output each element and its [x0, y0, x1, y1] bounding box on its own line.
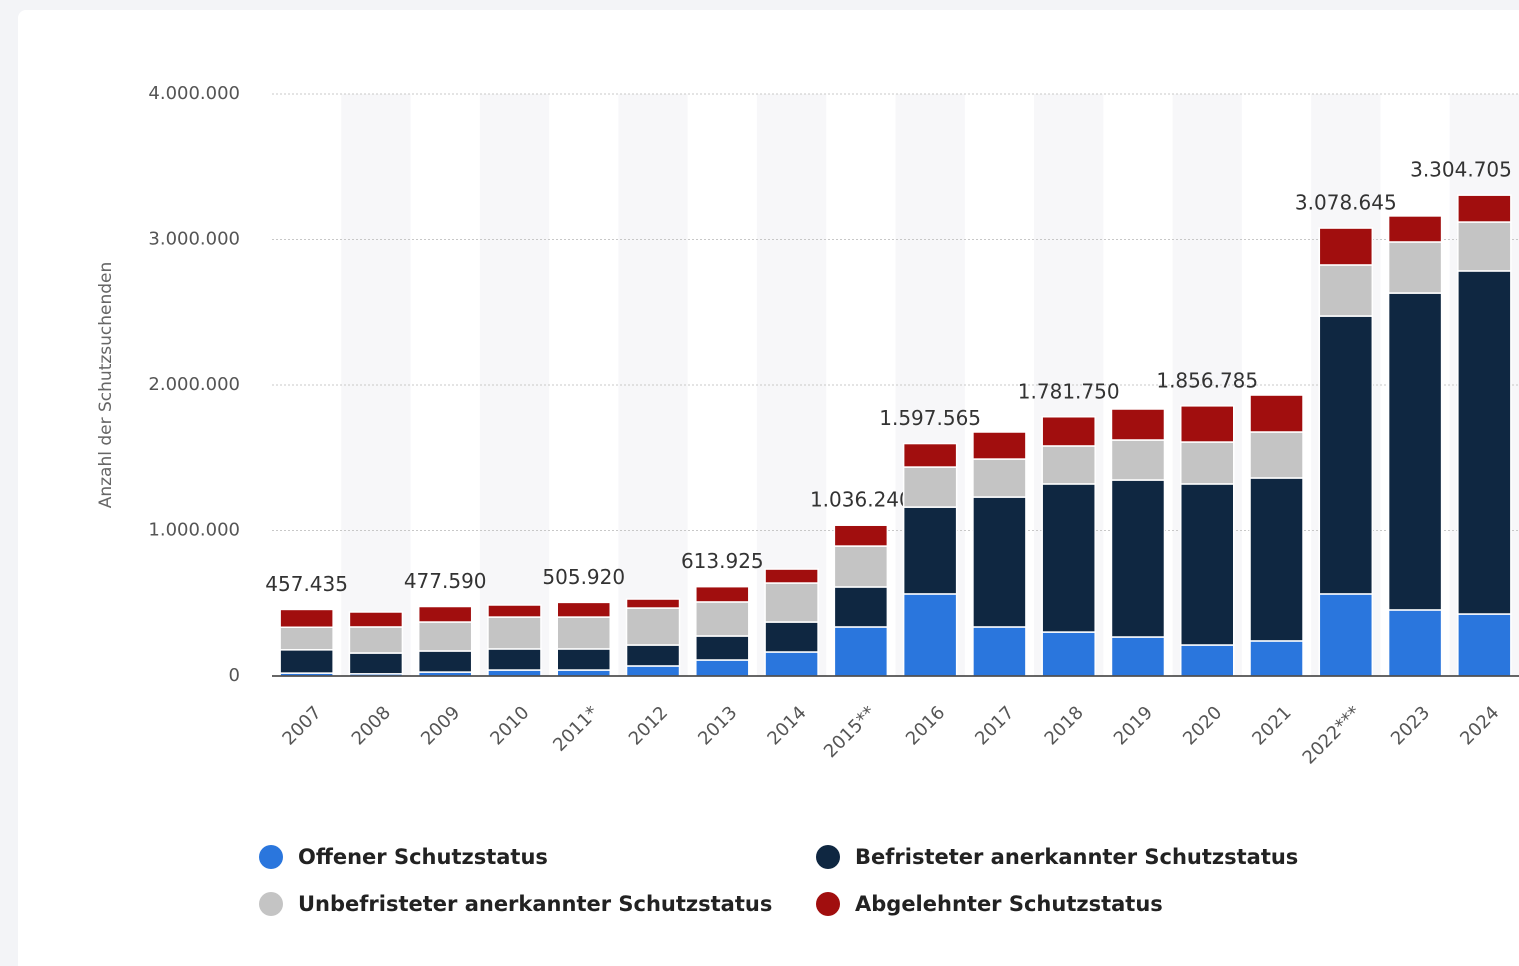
bar-segment [1110, 479, 1166, 638]
bar-segment [556, 669, 611, 677]
bar-segment [348, 626, 404, 654]
total-label: 457.435 [265, 572, 348, 596]
bar-segment [695, 585, 750, 603]
bar-segment [764, 568, 819, 584]
total-label: 1.036.240 [810, 488, 912, 512]
bar-segment [1457, 221, 1512, 272]
bar-segment [625, 598, 681, 609]
total-label: 477.590 [404, 569, 487, 593]
bar-segment [625, 665, 681, 677]
bar-segment [1318, 315, 1374, 595]
bar-segment [556, 601, 611, 618]
bar-segment [1387, 609, 1443, 677]
bar-segment [487, 604, 542, 618]
bar-segment [1110, 636, 1166, 677]
band-shade [479, 94, 550, 676]
bar-segment [902, 506, 958, 595]
legend-marker [816, 845, 840, 869]
bar-segment [1180, 644, 1235, 677]
bar-segment [902, 466, 958, 508]
bar-segment [695, 659, 750, 677]
bar-segment [833, 524, 889, 547]
bar-segment [1180, 441, 1235, 485]
legend-label: Unbefristeter anerkannter Schutzstatus [298, 892, 772, 916]
bar-segment [487, 616, 542, 650]
legend-marker [259, 892, 283, 916]
bar-segment [695, 635, 750, 661]
bar-segment [695, 601, 750, 637]
y-tick-label: 2.000.000 [148, 374, 240, 395]
bar-segment [1041, 483, 1096, 633]
bar-segment [1249, 640, 1304, 677]
total-label: 505.920 [542, 565, 625, 589]
bar-segment [279, 626, 334, 651]
bar-segment [348, 652, 404, 675]
bar-segment [764, 621, 819, 653]
y-axis-label: Anzahl der Schutzsuchenden [96, 262, 116, 509]
bar-segment [833, 586, 889, 628]
bar-segment [1041, 416, 1096, 447]
bar-segment [1457, 270, 1512, 615]
bar-segment [1457, 194, 1512, 223]
bar-segment [1318, 264, 1374, 317]
total-label: 1.856.785 [1156, 368, 1258, 392]
bar-segment [1387, 215, 1443, 243]
bar-segment [556, 616, 611, 650]
total-label: 3.078.645 [1295, 191, 1397, 215]
bar-segment [487, 669, 542, 677]
bar-segment [833, 626, 889, 677]
bar-segment [1110, 408, 1166, 441]
bar-segment [1387, 241, 1443, 294]
bar-segment [1041, 445, 1096, 485]
bar-segment [833, 545, 889, 588]
bar-segment [279, 608, 334, 629]
bar-segment [902, 442, 958, 468]
legend-label: Offener Schutzstatus [298, 845, 548, 869]
bar-segment [1110, 439, 1166, 481]
y-tick-label: 0 [229, 665, 240, 686]
legend-marker [816, 892, 840, 916]
bar-segment [972, 626, 1027, 677]
y-tick-label: 1.000.000 [148, 520, 240, 541]
bar-segment [1318, 593, 1374, 677]
bar-segment [417, 621, 473, 652]
bar-segment [417, 605, 473, 623]
bar-segment [1041, 631, 1096, 677]
legend-label: Befristeter anerkannter Schutzstatus [855, 845, 1298, 869]
bar-segment [417, 650, 473, 673]
legend-marker [259, 845, 283, 869]
bar-segment [625, 644, 681, 667]
bar-segment [1249, 477, 1304, 642]
bar-segment [487, 648, 542, 671]
bar-segment [625, 607, 681, 646]
bar-segment [1387, 292, 1443, 611]
bar-segment [902, 593, 958, 677]
y-tick-label: 3.000.000 [148, 229, 240, 250]
bar-segment [1249, 394, 1304, 433]
bar-segment [1249, 431, 1304, 479]
total-label: 3.304.705 [1410, 158, 1512, 182]
total-label: 1.781.750 [1018, 379, 1120, 403]
bar-segment [556, 648, 611, 671]
bar-segment [972, 431, 1027, 460]
total-label: 613.925 [681, 549, 764, 573]
bar-segment [1180, 483, 1235, 646]
bar-segment [972, 496, 1027, 628]
legend-label: Abgelehnter Schutzstatus [855, 892, 1163, 916]
y-tick-label: 4.000.000 [148, 83, 240, 104]
bar-segment [1318, 227, 1374, 266]
bar-segment [764, 651, 819, 677]
bar-segment [279, 649, 334, 674]
bar-segment [972, 458, 1027, 498]
bar-segment [764, 582, 819, 623]
bar-segment [1457, 613, 1512, 677]
bar-segment [1180, 405, 1235, 443]
bar-segment [348, 611, 404, 628]
total-label: 1.597.565 [879, 406, 981, 430]
